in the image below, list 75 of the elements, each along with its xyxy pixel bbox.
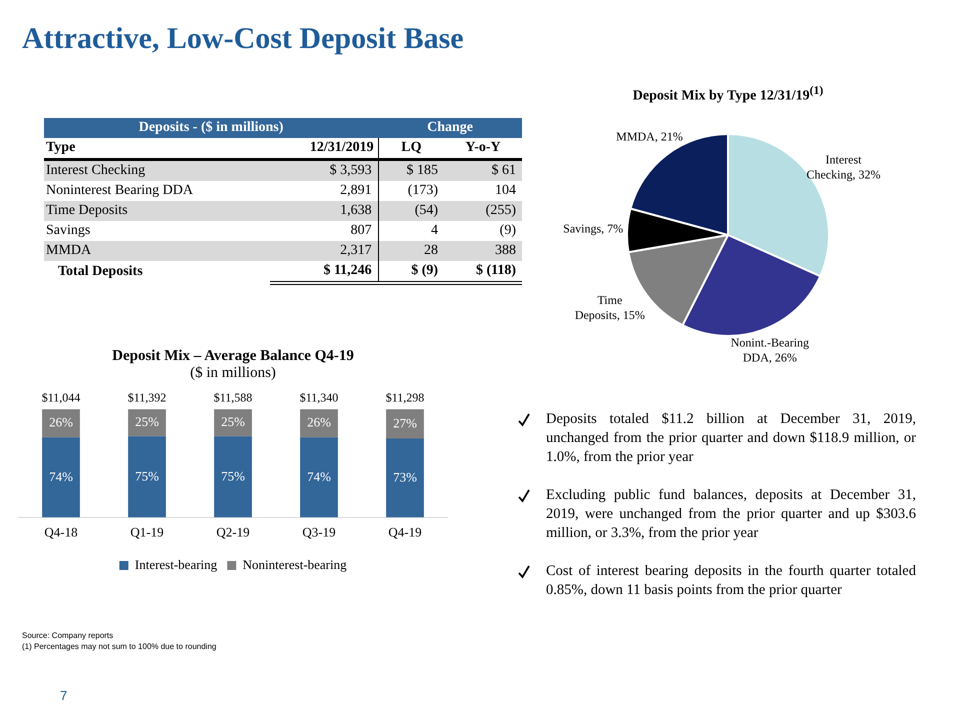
data-label: 28 [423,242,440,260]
annotation: $11,392 [128,390,166,404]
legend-label: Interest-bearing [134,556,218,572]
data-label: 4 [430,222,440,240]
text: Attractive, Low-Cost Deposit Base [22,22,464,56]
bar [214,436,252,518]
data-label: 26% [307,414,332,430]
slice-label: Interest Checking, 32% [806,152,880,182]
data-label: $ 3,593 [270,160,378,181]
bar [386,409,424,438]
chart-title: Deposit Mix – Average Balance Q4-19 [111,348,355,365]
data-label: 74% [307,468,332,484]
data-label: 1,638 [270,201,378,221]
data-label: $ 185 [406,162,440,180]
text: Deposits totaled $11.2 billion at December 31, 2019, unchanged from the prior quarter and down $118.9 million, or 1.0%, from the prior year [546,411,916,465]
text: Y-o-Y [464,139,502,157]
data-label: 25% [221,414,246,430]
data-label: 388 [494,242,517,260]
text: LQ [400,139,422,157]
slice-label: Nonint.-Bearing DDA, 26% [730,335,810,364]
data-label: $ (9) [378,261,444,283]
data-label: 75% [135,468,160,484]
category-label: Savings [45,222,92,240]
category-label: Total Deposits [57,263,144,281]
text: Cost of interest bearing deposits in the fourth quarter totaled 0.85%, down 11 basis points from the prior quarter [546,563,916,598]
slice-label: Savings, 7% [563,221,624,236]
text: Change [378,118,522,138]
data-label: 807 [270,221,378,241]
annotation: $11,588 [214,390,252,404]
bar [300,409,338,438]
text: (1) Percentages may not sum to 100% due to rounding [22,641,216,652]
bar [386,438,424,518]
bar [128,409,166,436]
text: Type [45,139,76,157]
x-tick-label: Q3-19 [302,524,336,540]
chart-title: Deposit Mix by Type 12/31/19$^{(1)}$ [632,84,824,105]
bar [42,437,80,518]
data-label: (173) [406,182,440,200]
data-label: 104 [494,182,517,200]
text: Deposits - ($ in millions) [44,118,378,138]
data-label: 75% [221,468,246,484]
slice-label: Time Deposits, 15% [574,292,645,322]
data-label: (54) [414,202,440,220]
data-label: 2,891 [270,181,378,201]
bar [214,409,252,436]
data-label: 2,317 [270,241,378,261]
x-tick-label: Q1-19 [130,524,164,540]
chart-subtitle: ($ in millions) [189,365,277,382]
data-label: 74% [49,468,74,484]
text: 7 [60,688,68,703]
bar [300,437,338,518]
data-label: (255) [484,202,517,220]
data-label: 26% [49,414,74,430]
data-label: 73% [393,469,418,484]
legend-label: Noninterest-bearing [242,556,348,572]
data-label: 25% [135,414,160,430]
x-tick-label: Q4-18 [44,524,78,540]
category-label: MMDA [45,242,92,260]
data-label: $ 61 [490,162,517,180]
category-label: Noninterest Bearing DDA [45,182,194,200]
annotation: $11,044 [42,390,80,404]
x-tick-label: Q2-19 [216,524,250,540]
series-label: 12/31/2019 [270,138,378,160]
slice-label: MMDA, 21% [616,129,683,144]
data-label: $ (118) [444,261,522,283]
text: Excluding public fund balances, deposits at December 31, 2019, were unchanged from the prior quarter and up $303.6 million, or 3.3%, from the prior year [546,487,916,541]
data-label: $ 11,246 [270,261,378,283]
x-tick-label: Q4-19 [388,524,422,540]
data-label: 27% [393,415,418,430]
data-label: (9) [498,222,517,240]
source-note: Source: Company reports [22,630,114,641]
bar [42,409,80,438]
annotation: $11,340 [300,390,338,404]
bar [128,436,166,518]
annotation: $11,298 [386,390,424,404]
